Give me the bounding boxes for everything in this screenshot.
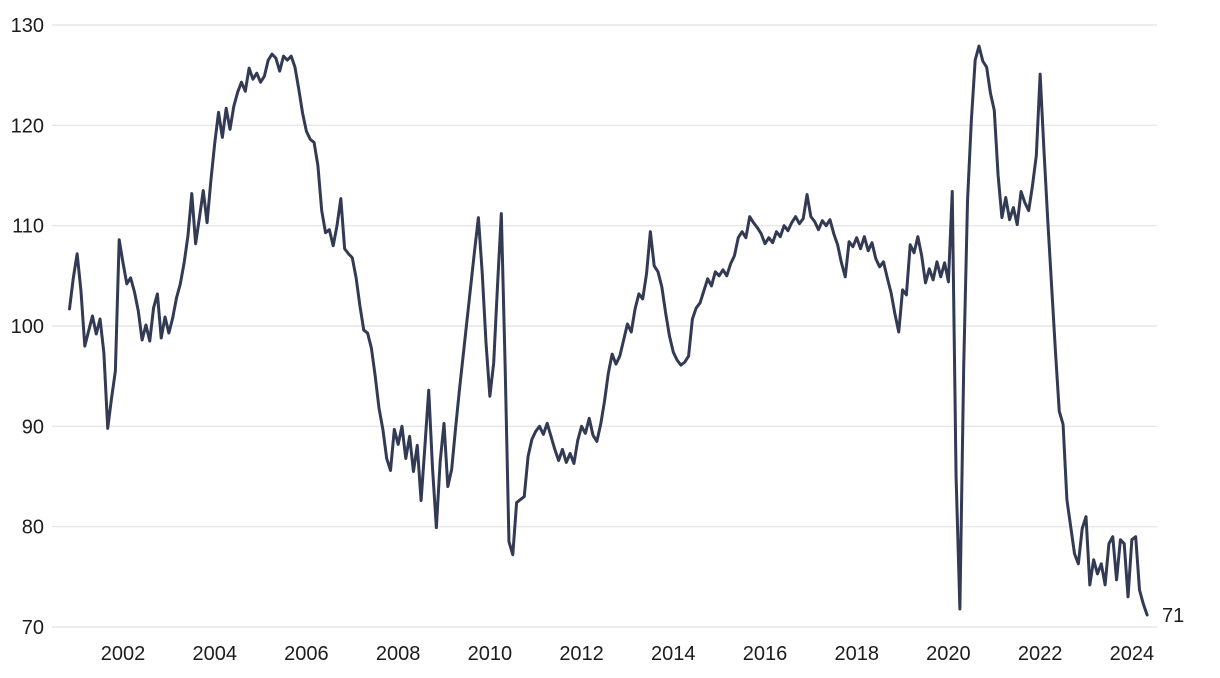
x-axis-tick-label: 2012 xyxy=(559,643,604,665)
x-axis-tick-label: 2008 xyxy=(376,643,421,665)
x-axis-tick-label: 2020 xyxy=(926,643,971,665)
x-axis-tick-label: 2006 xyxy=(284,643,329,665)
y-axis-tick-label: 100 xyxy=(11,316,44,338)
x-axis-tick-label: 2016 xyxy=(743,643,788,665)
y-axis-tick-label: 80 xyxy=(22,517,44,539)
end-value-label: 71 xyxy=(1162,605,1184,627)
y-axis-tick-label: 90 xyxy=(22,416,44,438)
x-axis-tick-label: 2014 xyxy=(651,643,696,665)
x-axis-tick-label: 2004 xyxy=(192,643,237,665)
y-axis-tick-label: 70 xyxy=(22,617,44,639)
y-axis-tick-label: 110 xyxy=(12,216,44,238)
x-axis-tick-label: 2022 xyxy=(1018,643,1063,665)
x-axis-tick-label: 2010 xyxy=(468,643,513,665)
data-line-series xyxy=(68,44,1149,617)
y-axis-tick-label: 130 xyxy=(11,15,44,37)
x-axis-tick-label: 2018 xyxy=(834,643,879,665)
y-axis-tick-label: 120 xyxy=(11,115,44,137)
x-axis-tick-label: 2002 xyxy=(101,643,146,665)
x-axis-tick-label: 2024 xyxy=(1110,643,1155,665)
